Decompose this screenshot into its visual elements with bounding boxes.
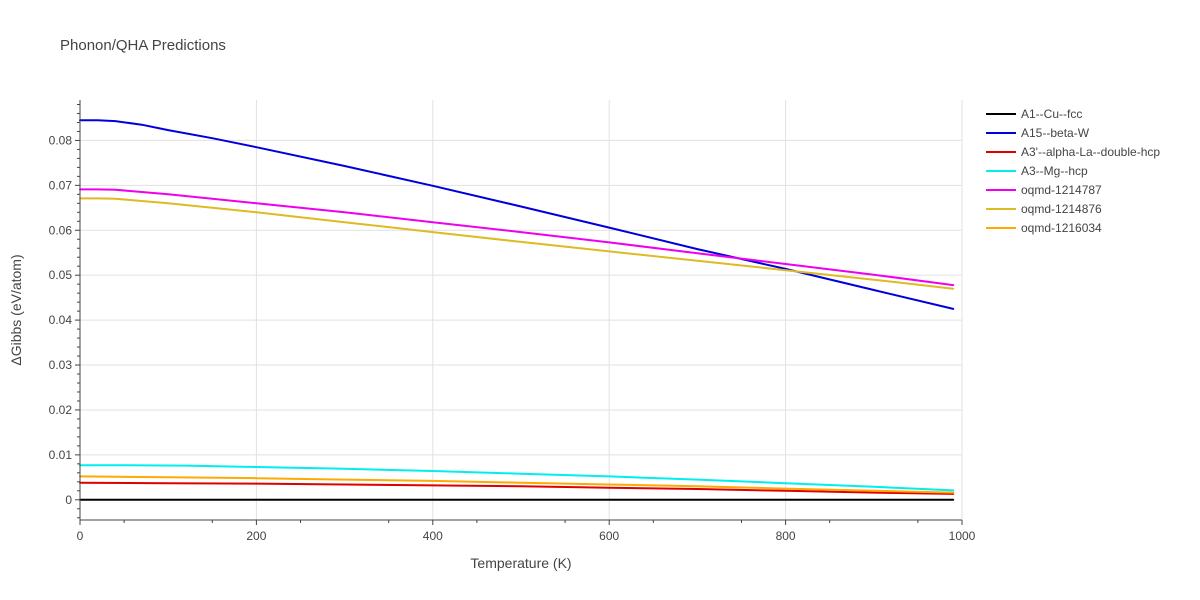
series-line-oqmd-1216034 [79, 475, 955, 494]
legend-item[interactable]: oqmd-1214876 [986, 202, 1102, 216]
tick-labels: 0 200 400 600 800 1000 0 0.01 0.02 0.03 0.04 0.05 0.… [49, 133, 976, 543]
y-tick-label: 0.08 [49, 133, 73, 147]
y-tick-label: 0.02 [49, 403, 73, 417]
axes [75, 100, 963, 525]
legend-label: A1--Cu--fcc [1021, 107, 1082, 121]
x-tick-label: 800 [776, 529, 796, 543]
legend-label: A3--Mg--hcp [1021, 164, 1088, 178]
x-tick-label: 1000 [949, 529, 976, 543]
y-tick-label: 0.05 [49, 268, 73, 282]
series-line-A3--Mg--hcp [79, 464, 955, 492]
series-line-A3'--alpha-La--double-hcp [79, 481, 955, 495]
legend-item[interactable]: A3--Mg--hcp [986, 164, 1088, 178]
y-tick-label: 0.01 [49, 448, 73, 462]
legend-item[interactable]: oqmd-1216034 [986, 221, 1102, 235]
grid-lines [80, 100, 963, 520]
x-tick-label: 0 [77, 529, 84, 543]
legend-label: oqmd-1216034 [1021, 221, 1102, 235]
y-tick-label: 0.07 [49, 178, 73, 192]
legend-label: oqmd-1214876 [1021, 202, 1102, 216]
chart-title: Phonon/QHA Predictions [60, 37, 226, 54]
series-line-oqmd-1214876 [79, 197, 955, 290]
y-axis-title: ΔGibbs (eV/atom) [8, 254, 24, 365]
x-tick-label: 400 [423, 529, 443, 543]
series-line-A15--beta-W [79, 119, 955, 310]
y-tick-label: 0.03 [49, 358, 73, 372]
x-axis-title: Temperature (K) [470, 555, 571, 571]
legend: A1--Cu--fcc A15--beta-W A3'--alpha-La--dou… [986, 107, 1160, 235]
series-line-oqmd-1214787 [79, 188, 955, 287]
legend-label: A3'--alpha-La--double-hcp [1021, 145, 1160, 159]
y-tick-label: 0.04 [49, 313, 73, 327]
legend-item[interactable]: A1--Cu--fcc [986, 107, 1082, 121]
plot-series [79, 119, 955, 501]
legend-label: A15--beta-W [1021, 126, 1090, 140]
y-tick-label: 0 [65, 493, 72, 507]
legend-label: oqmd-1214787 [1021, 183, 1102, 197]
legend-item[interactable]: oqmd-1214787 [986, 183, 1102, 197]
y-tick-label: 0.06 [49, 223, 73, 237]
legend-item[interactable]: A15--beta-W [986, 126, 1090, 140]
x-tick-label: 200 [246, 529, 266, 543]
legend-item[interactable]: A3'--alpha-La--double-hcp [986, 145, 1160, 159]
x-tick-label: 600 [599, 529, 619, 543]
